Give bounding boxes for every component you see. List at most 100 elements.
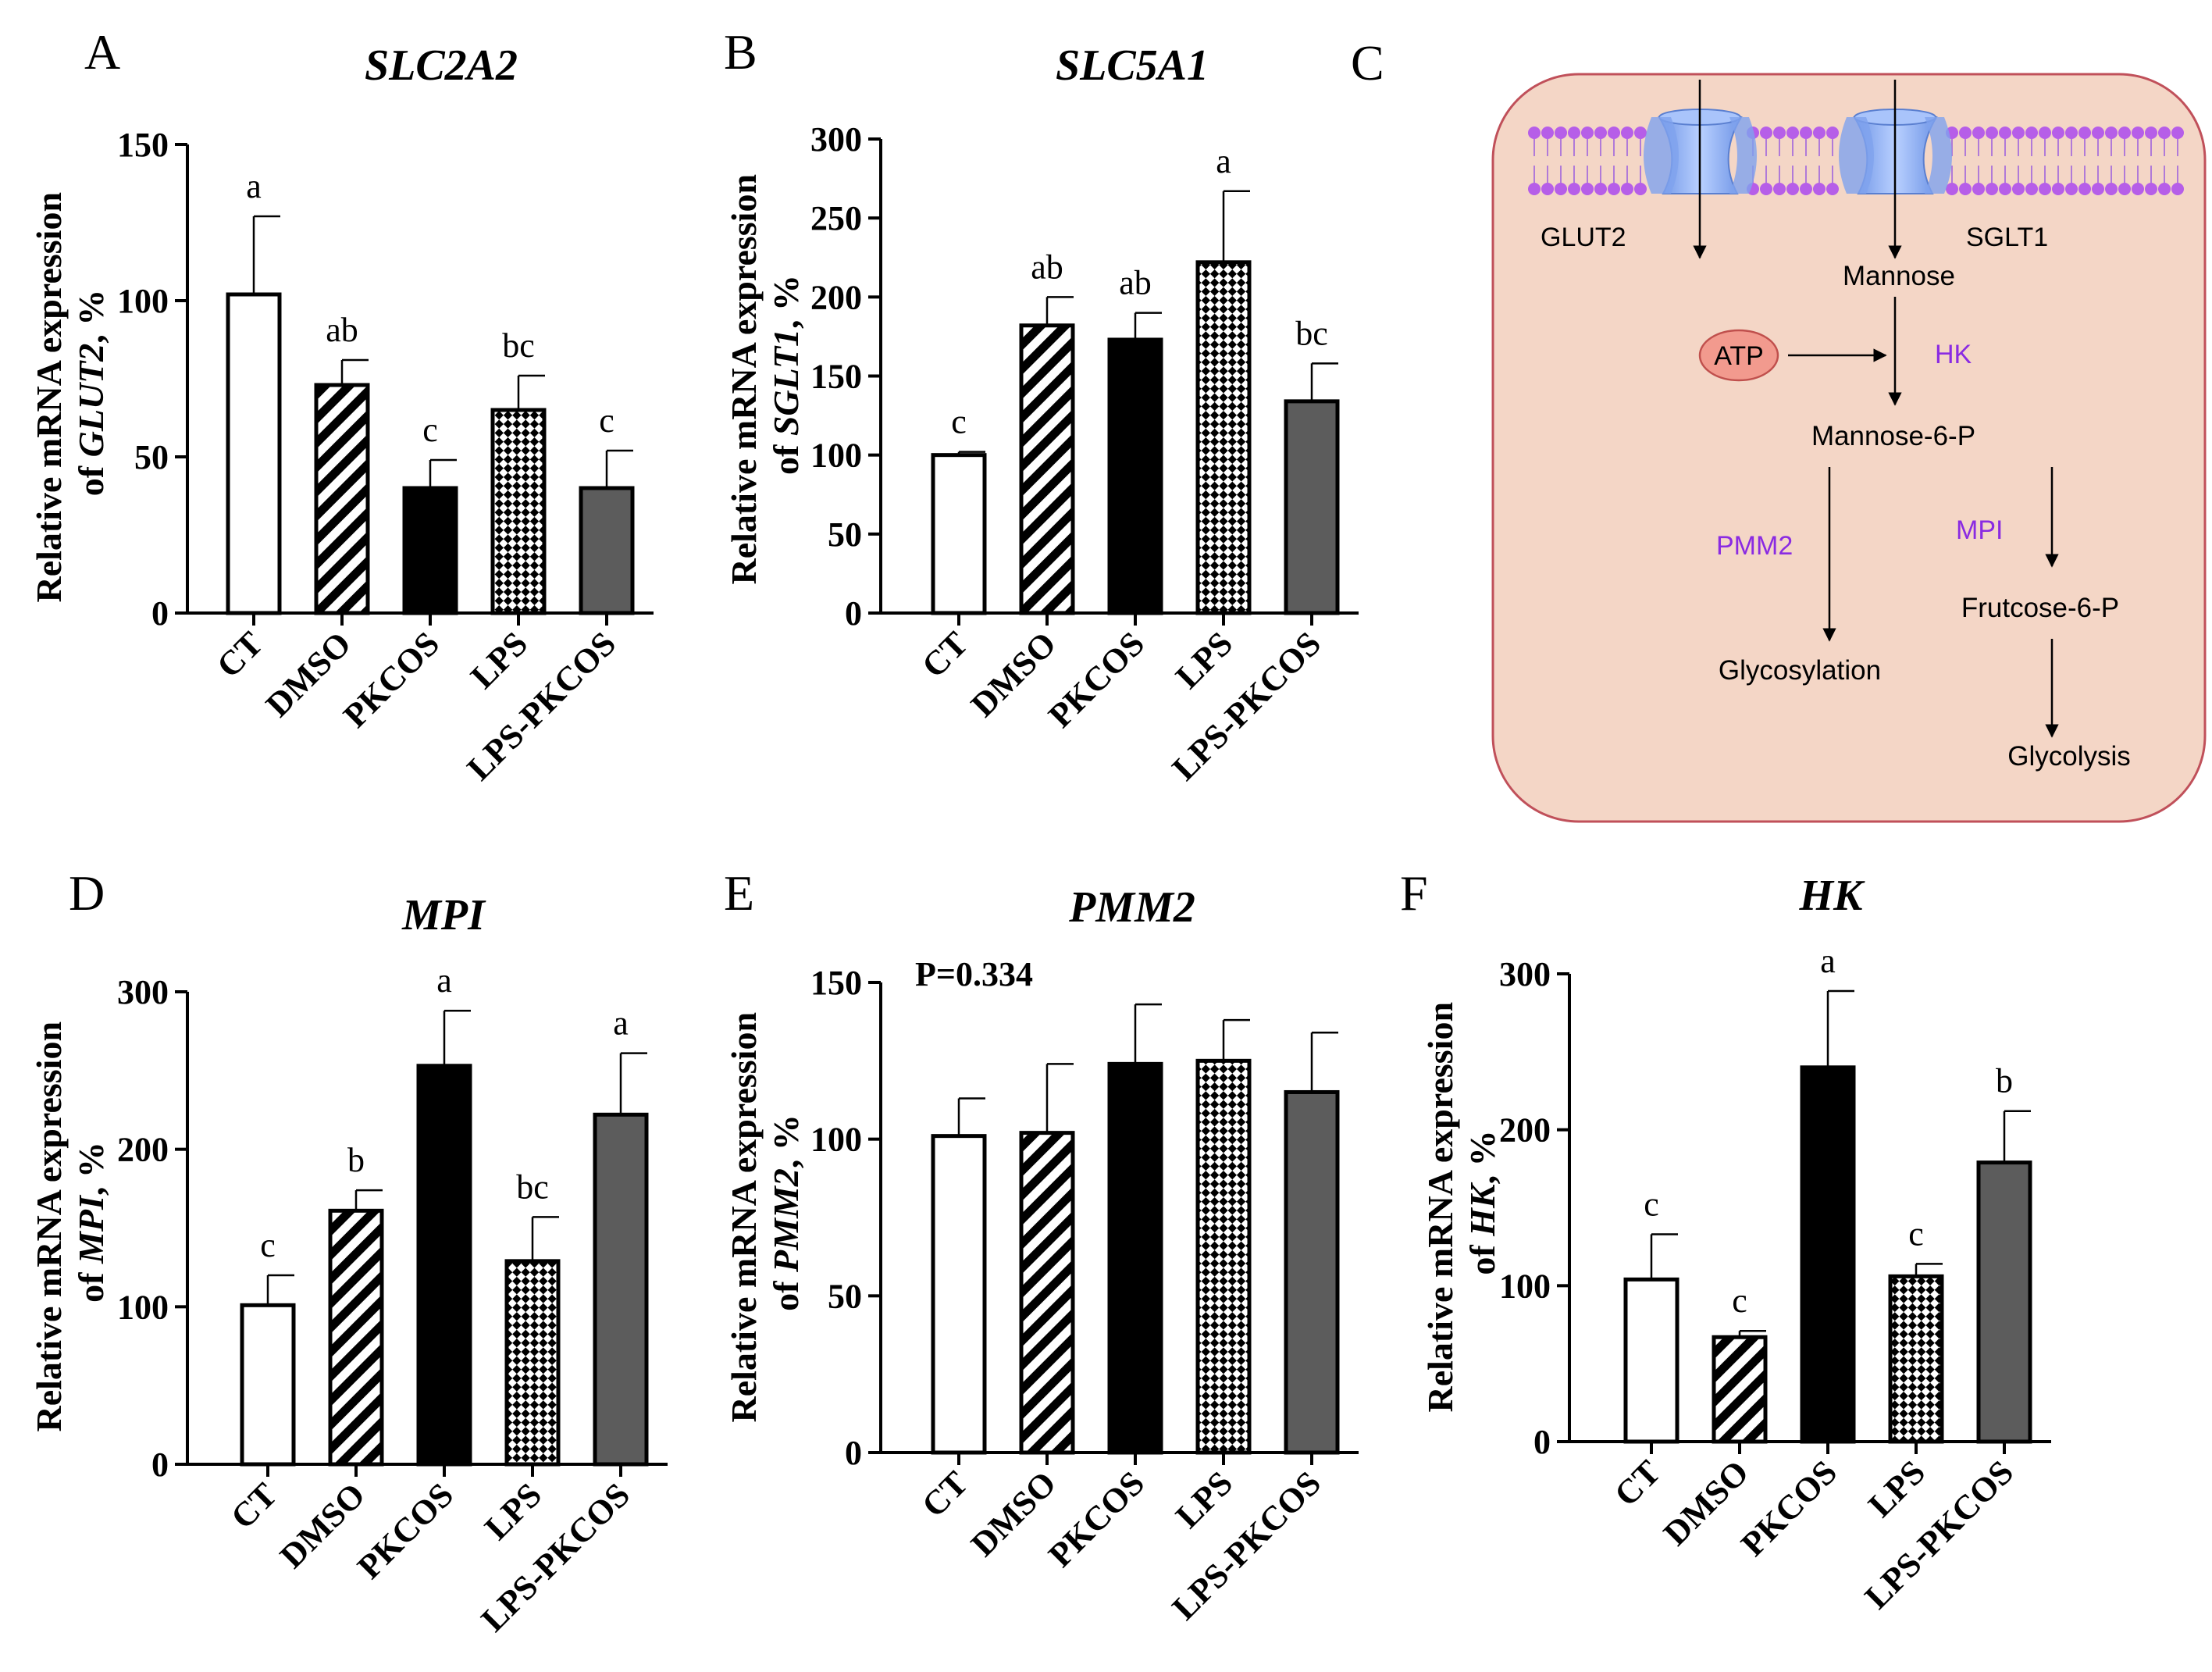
bar-pkcos [1107,337,1163,615]
cell-background [1491,73,2207,823]
bar-lps [490,408,547,615]
lipid-head [1634,127,1647,139]
significance-letter: a [1216,142,1231,180]
lipid-head [2078,127,2091,139]
atp-label: ATP [1714,341,1764,371]
x-tick-label: CT [914,624,975,685]
y-tick-label: 150 [117,126,169,164]
significance-letter: a [613,1004,629,1043]
y-axis-label-line1: Relative mRNA expression [1420,1002,1460,1413]
y-axis-label-line2: of PMM2, % [766,1114,806,1311]
lipid-head [2065,127,2078,139]
lipid-head [2092,127,2104,139]
lipid-head [1800,183,1812,195]
y-tick-label: 50 [828,515,862,554]
lipid-head [1946,183,1958,195]
glycolysis-label: Glycolysis [2007,741,2131,772]
y-tick-label: 300 [810,120,862,159]
significance-letter: b [347,1141,365,1179]
y-tick-label: 150 [810,964,862,1002]
lipid-head [2118,183,2131,195]
y-axis-label-gene: HK [1462,1182,1502,1237]
lipid-head [1581,183,1594,195]
x-tick-label: PKCOS [336,624,447,735]
x-tick-label: LPS [477,1475,549,1547]
mannose-label: Mannose [1843,261,1955,291]
significance-letter: a [436,961,452,1000]
lipid-head [2158,183,2171,195]
x-tick-label: PKCOS [1041,624,1152,735]
lipid-head [1555,183,1567,195]
y-axis-label-gene: PMM2 [766,1168,806,1273]
x-tick-label: CT [1607,1453,1668,1513]
mpi-enzyme-label: MPI [1956,515,2003,545]
lipid-head [1568,127,1580,139]
x-tick-label: LPS [1168,624,1240,696]
lipid-head [2025,183,2038,195]
lipid-head [1568,183,1580,195]
bar-dmso [1019,323,1075,615]
x-tick-label: PKCOS [1733,1453,1844,1563]
y-axis-label: Relative mRNA expression of HK, % [1420,993,1502,1412]
bar-lps [1888,1274,1944,1444]
lipid-head [1959,183,1972,195]
significance-letter: ab [326,311,358,349]
bar-ct [226,292,282,615]
lipid-head [2012,183,2025,195]
lipid-head [1826,127,1839,139]
y-axis-label-suffix: , % [766,1114,806,1168]
lipid-head [1959,127,1972,139]
y-tick-label: 250 [810,199,862,237]
lipid-head [2105,127,2118,139]
bar-dmso [1712,1335,1768,1444]
y-tick-label: 300 [117,973,169,1011]
significance-letter: ab [1119,264,1152,302]
y-tick-label: 0 [845,1434,862,1472]
lipid-head [1541,183,1554,195]
lipid-head [1528,183,1541,195]
chart-slc5a1: B SLC5A1 Relative mRNA expression of SGL… [724,24,1359,788]
y-tick-label: 50 [134,438,169,476]
pathway-diagram: C GLUT2 SGLT1 Mannose ATP HK Mannose-6-P… [1351,35,2207,823]
glycosylation-label: Glycosylation [1719,655,1881,686]
significance-letter: c [260,1226,276,1264]
y-axis-label: Relative mRNA expression of GLUT2, % [29,183,111,602]
lipid-head [1813,183,1826,195]
y-axis-label-line2: of MPI, % [71,1142,111,1303]
y-tick-label: 100 [1499,1267,1551,1305]
lipid-head [2052,183,2064,195]
panel-label-f: F [1400,865,1428,921]
lipid-head [1555,127,1567,139]
lipid-head [2039,183,2051,195]
lipid-head [1999,183,2011,195]
y-axis-label-line2: of GLUT2, % [71,290,111,496]
bar-dmso [328,1208,384,1467]
fructose-6-p-label: Frutcose-6-P [1961,593,2119,623]
bar-ct [931,1134,987,1455]
y-tick-label: 200 [117,1131,169,1169]
y-axis-label-prefix: of [71,1264,111,1303]
significance-letter: bc [516,1168,549,1206]
lipid-head [1826,183,1839,195]
lipid-head [2171,127,2184,139]
lipid-head [1786,183,1799,195]
bar-lps [504,1259,561,1467]
y-axis-label-gene: SGLT1 [766,329,806,436]
y-axis-label-suffix: , % [766,275,806,329]
bar-ct [240,1303,296,1467]
x-tick-label: PKCOS [350,1475,461,1586]
chart-title: SLC5A1 [1056,41,1209,90]
y-axis-label-line1: Relative mRNA expression [29,192,69,603]
lipid-head [2039,127,2051,139]
lipid-head [1773,127,1786,139]
y-tick-label: 100 [117,282,169,320]
significance-letter: ab [1031,248,1063,286]
lipid-head [1621,127,1633,139]
y-axis-label-suffix: , % [71,1142,111,1196]
lipid-head [2132,183,2144,195]
y-axis-label-gene: MPI [71,1194,111,1264]
panel-label-c: C [1351,35,1384,91]
lipid-head [1621,183,1633,195]
y-axis-label-line2: of SGLT1, % [766,275,806,475]
y-axis-label-line1: Relative mRNA expression [724,1012,764,1423]
